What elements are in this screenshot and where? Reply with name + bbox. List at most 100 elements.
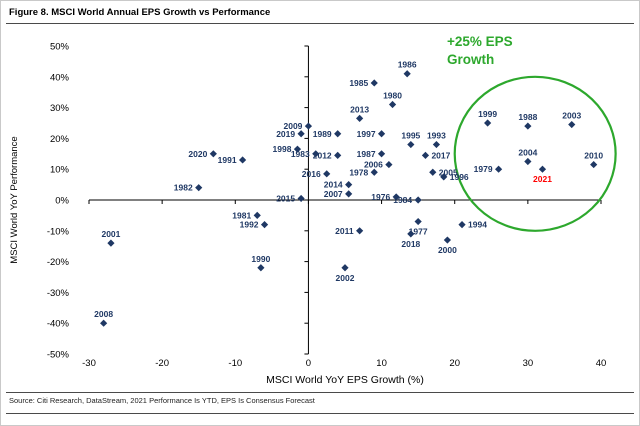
data-point-label: 1979 bbox=[474, 164, 493, 174]
data-point bbox=[257, 264, 265, 272]
data-point bbox=[370, 79, 378, 87]
data-point bbox=[524, 157, 532, 166]
data-point bbox=[377, 150, 386, 158]
y-tick-label: -50% bbox=[47, 350, 70, 361]
annotation-eps-growth: +25% EPS bbox=[447, 34, 513, 49]
data-point bbox=[538, 165, 547, 173]
y-tick-label: -10% bbox=[47, 226, 70, 237]
data-point-label: 1997 bbox=[357, 129, 376, 139]
y-tick-label: 20% bbox=[50, 134, 70, 145]
data-point-label: 1996 bbox=[450, 172, 469, 182]
y-axis-title: MSCI World YoY Performance bbox=[9, 136, 20, 263]
x-tick-label: -30 bbox=[82, 358, 96, 369]
data-point-label: 2016 bbox=[302, 169, 321, 179]
title-divider bbox=[6, 23, 634, 24]
data-point bbox=[385, 160, 393, 169]
data-point-label: 1987 bbox=[357, 149, 376, 159]
data-point-label: 2012 bbox=[313, 150, 332, 160]
data-point-label: 1986 bbox=[398, 60, 417, 70]
y-tick-label: 30% bbox=[50, 103, 70, 114]
data-point-label: 2005 bbox=[439, 167, 458, 177]
data-point bbox=[312, 150, 320, 158]
data-point bbox=[334, 130, 342, 138]
data-point-label: 1983 bbox=[291, 149, 310, 159]
data-point bbox=[414, 217, 422, 226]
data-point bbox=[458, 221, 466, 229]
data-point-label: 1991 bbox=[218, 155, 237, 165]
data-point bbox=[590, 160, 598, 169]
data-point-label: 1980 bbox=[383, 91, 402, 101]
x-tick-label: 30 bbox=[523, 358, 534, 369]
data-point-label: 1985 bbox=[349, 78, 368, 88]
x-tick-label: 40 bbox=[596, 358, 607, 369]
data-point-label: 1976 bbox=[371, 192, 390, 202]
data-point bbox=[345, 181, 353, 189]
x-tick-label: 0 bbox=[306, 358, 311, 369]
source-divider-top bbox=[6, 392, 634, 393]
data-point-label: 1995 bbox=[401, 131, 420, 141]
data-point bbox=[524, 122, 532, 130]
data-point bbox=[568, 120, 576, 129]
data-point-label: 2006 bbox=[364, 160, 383, 170]
x-tick-label: 10 bbox=[376, 358, 387, 369]
data-point bbox=[356, 114, 364, 122]
x-tick-label: -10 bbox=[228, 358, 242, 369]
data-point bbox=[443, 236, 451, 244]
source-divider-bottom bbox=[6, 413, 634, 414]
data-point-label: 2010 bbox=[584, 151, 603, 161]
data-point-label: 1988 bbox=[518, 112, 537, 122]
data-point bbox=[407, 230, 415, 238]
data-point-label: 2014 bbox=[324, 180, 343, 190]
x-tick-label: -20 bbox=[155, 358, 169, 369]
data-point-label: 1977 bbox=[409, 227, 428, 237]
data-point bbox=[370, 168, 378, 176]
data-point-label: 1989 bbox=[313, 129, 332, 139]
data-point bbox=[253, 211, 261, 219]
data-point-label: 1982 bbox=[174, 183, 193, 193]
data-point bbox=[107, 239, 115, 247]
data-point-label: 1993 bbox=[427, 131, 446, 141]
data-point-label: 2015 bbox=[276, 193, 295, 203]
data-point-label: 2013 bbox=[350, 104, 369, 114]
data-point-label: 1978 bbox=[349, 167, 368, 177]
y-tick-label: 0% bbox=[55, 196, 69, 207]
data-point bbox=[345, 190, 353, 198]
data-point-label: 1984 bbox=[393, 195, 412, 205]
data-point bbox=[440, 173, 448, 181]
data-point bbox=[297, 130, 305, 138]
data-point bbox=[356, 227, 364, 235]
data-point bbox=[239, 156, 247, 164]
data-point bbox=[304, 122, 313, 130]
data-point bbox=[100, 319, 108, 327]
highlight-circle bbox=[453, 75, 617, 232]
data-point-label: 2020 bbox=[188, 149, 207, 159]
data-point-label: 2004 bbox=[518, 148, 537, 158]
y-tick-label: 50% bbox=[50, 42, 70, 53]
data-point-label: 2018 bbox=[401, 239, 420, 249]
data-point bbox=[293, 145, 302, 153]
data-point bbox=[484, 119, 492, 127]
data-point bbox=[341, 264, 349, 272]
figure-title: Figure 8. MSCI World Annual EPS Growth v… bbox=[9, 7, 271, 18]
y-tick-label: 40% bbox=[50, 72, 70, 83]
data-point-label: 1994 bbox=[468, 220, 487, 230]
data-point bbox=[407, 140, 415, 149]
data-point-label: 2000 bbox=[438, 245, 457, 255]
data-point bbox=[195, 184, 203, 192]
data-point-label: 2017 bbox=[431, 150, 450, 160]
y-tick-label: -30% bbox=[47, 288, 70, 299]
chart-svg: -30 -20 -10 0 10 20 30 40 50% 40% 30% 20% 10% 0% -10% -… bbox=[9, 34, 617, 386]
data-point-label: 2003 bbox=[562, 111, 581, 121]
data-point bbox=[388, 100, 397, 109]
data-point bbox=[209, 150, 217, 158]
data-point-label: 2011 bbox=[335, 226, 354, 236]
data-point bbox=[414, 196, 422, 204]
data-point-label: 2007 bbox=[324, 189, 343, 199]
data-point bbox=[377, 130, 386, 138]
y-tick-label: 10% bbox=[50, 165, 70, 176]
data-point bbox=[323, 170, 331, 178]
data-point-label: 1992 bbox=[240, 220, 259, 230]
y-tick-label: -20% bbox=[47, 257, 70, 268]
data-point bbox=[429, 168, 437, 176]
